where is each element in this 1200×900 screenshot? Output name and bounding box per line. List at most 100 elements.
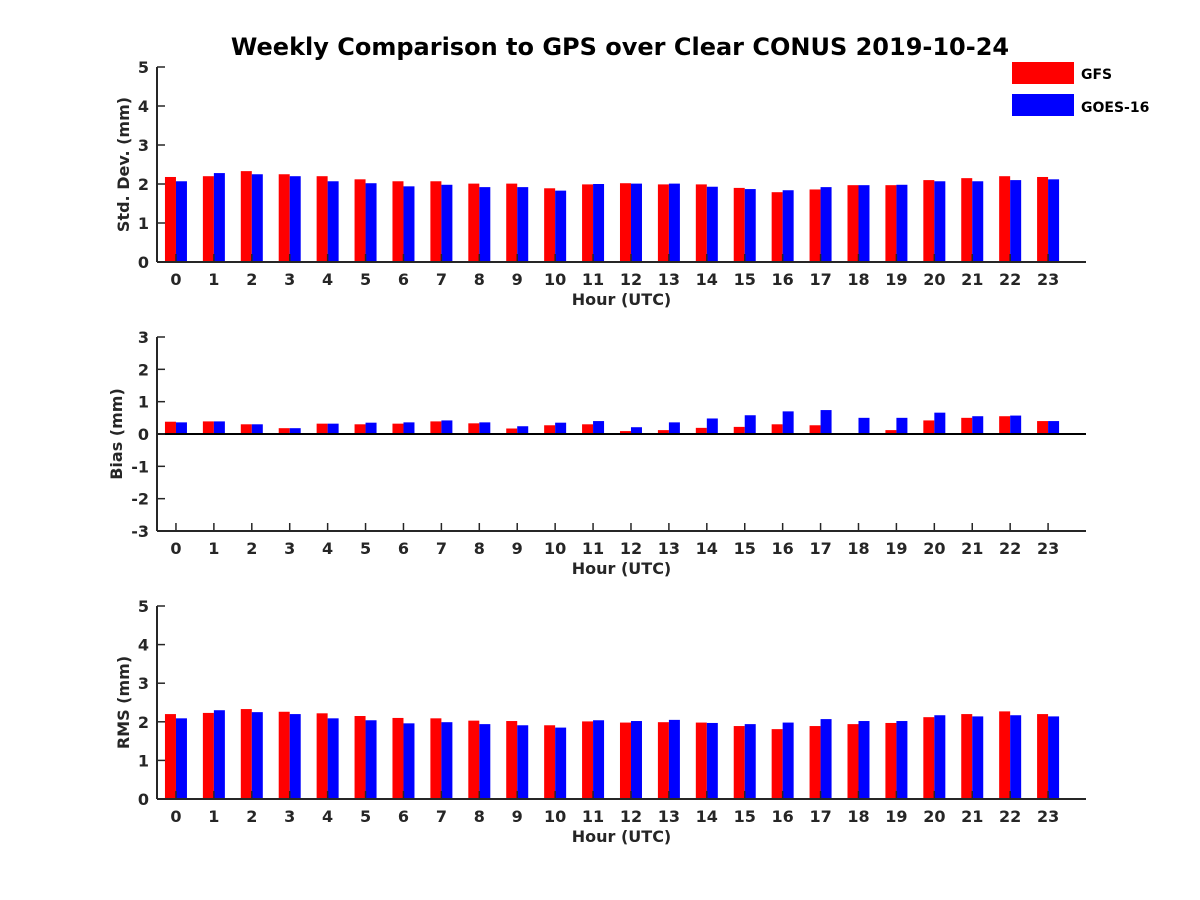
std-dev-bar-goes16-14 <box>706 186 718 262</box>
rms-xtick-label: 19 <box>885 807 907 826</box>
std-dev-bar-goes16-12 <box>630 183 642 262</box>
rms-xtick-label: 23 <box>1037 807 1059 826</box>
rms-xtick-label: 2 <box>246 807 257 826</box>
rms-bar-goes16-21 <box>972 716 984 799</box>
bias-xtick-label: 15 <box>734 539 756 558</box>
bias-bar-gfs-20 <box>923 420 935 434</box>
std-dev-bar-gfs-15 <box>733 187 745 262</box>
bias-bar-goes16-1 <box>213 421 225 434</box>
bias-xtick-label: 13 <box>658 539 680 558</box>
bias-xtick-label: 11 <box>582 539 604 558</box>
bias-bar-goes16-6 <box>403 422 415 434</box>
rms-bar-gfs-18 <box>847 724 859 799</box>
std-dev-bar-gfs-11 <box>582 184 594 262</box>
bias-bar-goes16-19 <box>896 417 908 434</box>
bias-ylabel: Bias (mm) <box>107 388 126 480</box>
bias-bar-gfs-7 <box>430 421 442 434</box>
std-dev-ylabel: Std. Dev. (mm) <box>114 97 133 232</box>
std-dev-xtick-label: 17 <box>809 270 831 289</box>
rms-bar-goes16-13 <box>668 719 680 799</box>
rms-bar-goes16-23 <box>1048 716 1060 799</box>
bias-bar-gfs-17 <box>809 425 821 434</box>
std-dev-bar-gfs-4 <box>316 176 328 262</box>
std-dev-bar-goes16-7 <box>441 184 453 262</box>
bias-xtick-label: 8 <box>474 539 485 558</box>
std-dev-bar-gfs-8 <box>468 183 480 262</box>
std-dev-bar-gfs-6 <box>392 181 404 262</box>
rms-ytick-label: 3 <box>138 674 149 693</box>
rms-bar-goes16-0 <box>175 718 187 799</box>
std-dev-xtick-label: 18 <box>847 270 869 289</box>
rms-bar-gfs-21 <box>961 714 973 799</box>
bias-bar-goes16-20 <box>934 412 946 434</box>
std-dev-bar-gfs-21 <box>961 178 973 262</box>
std-dev-xtick-label: 5 <box>360 270 371 289</box>
std-dev-xlabel: Hour (UTC) <box>572 290 672 309</box>
legend-swatch-gfs <box>1012 62 1074 84</box>
rms-bar-goes16-20 <box>934 715 946 799</box>
std-dev-bar-gfs-13 <box>657 184 669 262</box>
rms-bar-gfs-2 <box>240 709 252 799</box>
std-dev-ytick-label: 3 <box>138 136 149 155</box>
bias-bar-goes16-21 <box>972 416 984 434</box>
rms-xtick-label: 4 <box>322 807 333 826</box>
std-dev-bar-goes16-21 <box>972 181 984 262</box>
bias-bar-goes16-23 <box>1048 421 1060 434</box>
rms-xtick-label: 1 <box>208 807 219 826</box>
bias-xtick-label: 18 <box>847 539 869 558</box>
bias-bar-gfs-9 <box>506 428 518 434</box>
bias-ytick-label: 3 <box>138 328 149 347</box>
bias-bar-gfs-16 <box>771 424 783 434</box>
bias-ytick-label: -1 <box>131 457 149 476</box>
std-dev-bar-goes16-22 <box>1010 180 1022 262</box>
std-dev-bar-gfs-2 <box>240 171 252 262</box>
rms-xtick-label: 21 <box>961 807 983 826</box>
std-dev-bar-gfs-0 <box>164 176 176 262</box>
std-dev-xtick-label: 9 <box>512 270 523 289</box>
std-dev-xtick-label: 4 <box>322 270 333 289</box>
std-dev-bar-gfs-7 <box>430 181 442 262</box>
std-dev-bar-goes16-2 <box>251 174 263 262</box>
rms-xtick-label: 14 <box>696 807 718 826</box>
rms-bar-goes16-12 <box>630 721 642 799</box>
bias-xtick-label: 19 <box>885 539 907 558</box>
rms-ytick-label: 1 <box>138 751 149 770</box>
legend-swatch-goes16 <box>1012 94 1074 116</box>
bias-bar-gfs-21 <box>961 417 973 434</box>
rms-xtick-label: 3 <box>284 807 295 826</box>
rms-xtick-label: 10 <box>544 807 566 826</box>
rms-xtick-label: 6 <box>398 807 409 826</box>
std-dev-ytick-label: 2 <box>138 175 149 194</box>
std-dev-bar-gfs-17 <box>809 189 821 262</box>
rms-bar-gfs-13 <box>657 722 669 799</box>
rms-xtick-label: 15 <box>734 807 756 826</box>
rms-bar-goes16-22 <box>1010 715 1022 799</box>
std-dev-bar-gfs-22 <box>999 176 1011 262</box>
bias-bar-goes16-11 <box>593 421 605 434</box>
bias-ytick-label: -2 <box>131 490 149 509</box>
rms-bar-goes16-11 <box>593 720 605 799</box>
bias-bar-gfs-14 <box>695 427 707 434</box>
bias-bar-goes16-8 <box>479 422 491 434</box>
bias-bar-gfs-5 <box>354 424 366 434</box>
std-dev-bar-goes16-16 <box>782 190 794 262</box>
rms-ylabel: RMS (mm) <box>114 656 133 749</box>
bias-ytick-label: 1 <box>138 393 149 412</box>
std-dev-xtick-label: 10 <box>544 270 566 289</box>
std-dev-bar-goes16-20 <box>934 181 946 262</box>
std-dev-xtick-label: 1 <box>208 270 219 289</box>
std-dev-bar-gfs-18 <box>847 185 859 262</box>
rms-ytick-label: 0 <box>138 790 149 809</box>
rms-bar-gfs-23 <box>1037 714 1049 799</box>
bias-xtick-label: 22 <box>999 539 1021 558</box>
rms-bar-gfs-17 <box>809 726 821 799</box>
std-dev-xtick-label: 3 <box>284 270 295 289</box>
std-dev-xtick-label: 14 <box>696 270 718 289</box>
std-dev-bar-gfs-23 <box>1037 176 1049 262</box>
bias-bar-gfs-10 <box>544 425 556 434</box>
std-dev-bar-gfs-5 <box>354 179 366 262</box>
bias-xtick-label: 0 <box>170 539 181 558</box>
rms-bar-goes16-3 <box>289 714 301 799</box>
std-dev-bar-goes16-9 <box>517 187 529 262</box>
legend-label-gfs: GFS <box>1081 67 1112 83</box>
